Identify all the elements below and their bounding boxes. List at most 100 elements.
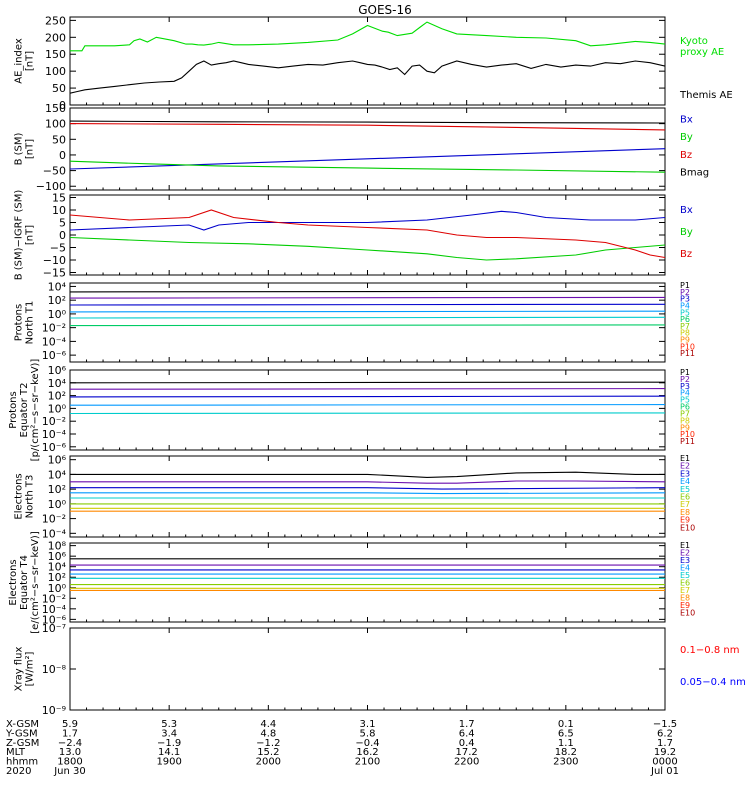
- series-line-by: [70, 236, 665, 261]
- series-line-e3: [70, 487, 665, 490]
- legend-entry: Bx: [680, 114, 693, 125]
- y-tick-label: 10⁻²: [42, 322, 66, 335]
- legend-entry: E10: [680, 523, 695, 532]
- series-line-p2: [70, 388, 665, 390]
- x-row-value: −2.4: [58, 738, 82, 749]
- x-row-value: Jul 01: [650, 766, 679, 777]
- y-tick-label: 10⁻²: [42, 415, 66, 428]
- y-axis-label-line: [nT]: [25, 139, 36, 159]
- series-line-p5: [70, 412, 665, 415]
- series-line-p5: [70, 316, 665, 319]
- panel-plot-area: [70, 381, 665, 415]
- y-tick-label: 150: [45, 102, 66, 115]
- legend-entry: Kyoto: [680, 36, 708, 47]
- y-tick-label: 50: [52, 133, 66, 146]
- panel-xray: 10⁻⁷ 10⁻⁸ 10⁻⁹ Xray flux[W/m²] 0.1−0.8 nm 0.0…: [14, 622, 746, 717]
- y-tick-label: 10⁻²: [42, 513, 66, 526]
- series-line-bmag: [70, 120, 665, 124]
- y-tick-label: 50: [52, 82, 66, 95]
- y-tick-label: 10⁶: [48, 550, 67, 563]
- legend-entry: P6: [680, 315, 690, 324]
- y-axis-label-line: Electrons: [8, 559, 19, 605]
- y-tick-label: 10⁻⁸: [42, 663, 67, 676]
- series-line-bz: [70, 209, 665, 259]
- y-axis-label: AE_index[nT]: [14, 38, 36, 84]
- x-row-value: −1.9: [157, 738, 181, 749]
- y-tick-label: 10⁴: [48, 468, 67, 481]
- series-line-by: [70, 160, 665, 173]
- y-axis-label-line: [nT]: [25, 51, 36, 71]
- y-tick-label: 10⁴: [48, 280, 67, 293]
- x-row-value: 6.5: [558, 728, 574, 739]
- legend-entry: P5: [680, 396, 690, 405]
- x-row-value: 2200: [454, 757, 479, 768]
- y-tick-label: 15: [52, 192, 66, 205]
- x-row-value: 15.2: [257, 747, 279, 758]
- y-axis-label: B (SM)[nT]: [14, 132, 36, 165]
- x-row-value: 2300: [553, 757, 578, 768]
- x-row-label: X-GSM: [6, 719, 39, 730]
- y-tick-label: 10⁶: [48, 364, 67, 377]
- y-tick-label: 200: [45, 31, 66, 44]
- y-axis-label: ProtonsNorth T1: [14, 301, 36, 345]
- y-axis-label-line: Equator T2: [19, 383, 30, 438]
- x-row-value: 2000: [256, 757, 281, 768]
- x-row-value: 3.1: [360, 719, 376, 730]
- panel-plot-area: [70, 21, 665, 94]
- panel-frame: [69, 455, 666, 538]
- panel-plot-area: [70, 120, 665, 173]
- y-tick-label: 10⁰: [48, 308, 67, 321]
- legend-entry: P10: [680, 430, 695, 439]
- x-row-value: 6.4: [459, 728, 475, 739]
- chart-title: GOES-16: [358, 3, 412, 17]
- panel-plot-area: [70, 209, 665, 261]
- series-line-p1: [70, 381, 665, 384]
- legend-entry: proxy AE: [680, 47, 724, 58]
- y-tick-label: 0: [59, 99, 66, 112]
- legend-entry: 0.1−0.8 nm: [680, 645, 739, 656]
- panel-plot-area: [70, 290, 665, 327]
- x-row-value: 17.2: [456, 747, 478, 758]
- x-row-value: 1800: [57, 757, 82, 768]
- y-tick-label: −100: [36, 180, 66, 193]
- x-row-value: 1.7: [459, 719, 475, 730]
- legend-entry: P1: [680, 368, 690, 377]
- x-row-value: 16.2: [356, 747, 378, 758]
- y-axis-label: ElectronsEquator T4[e/(cm²−s−sr−keV)]: [8, 531, 41, 634]
- y-axis-label-line: North T3: [25, 475, 36, 519]
- y-tick-label: 10⁻⁴: [42, 603, 67, 616]
- x-row-label: Y-GSM: [5, 728, 38, 739]
- legend-entry: E6: [680, 493, 690, 502]
- y-tick-label: 10⁶: [48, 454, 67, 467]
- y-tick-label: 10⁻⁶: [42, 613, 67, 626]
- x-row-value: 4.4: [260, 719, 276, 730]
- y-tick-label: 0: [59, 229, 66, 242]
- series-line-p4: [70, 310, 665, 313]
- legend-entry: Bz: [680, 150, 692, 161]
- y-tick-label: −5: [50, 242, 66, 255]
- series-line-e4: [70, 492, 665, 495]
- y-tick-label: 10⁻⁶: [42, 349, 67, 362]
- legend-entry: 0.05−0.4 nm: [680, 677, 746, 688]
- y-axis-label-line: Protons: [8, 391, 19, 428]
- legend-entry: P2: [680, 375, 690, 384]
- y-tick-label: 10⁰: [48, 582, 67, 595]
- legend-entry: P2: [680, 288, 690, 297]
- legend-entry: E7: [680, 500, 690, 509]
- series-line-p2: [70, 296, 665, 299]
- y-axis-label-line: North T1: [25, 301, 36, 345]
- y-axis-label-line: [nT]: [25, 225, 36, 245]
- x-row-value: 4.8: [260, 728, 276, 739]
- y-axis-label-line: Protons: [14, 304, 25, 341]
- x-row-value: −1.2: [256, 738, 280, 749]
- x-row-label: Z-GSM: [6, 738, 39, 749]
- x-row-value: 6.2: [657, 728, 673, 739]
- x-row-value: 13.0: [59, 747, 81, 758]
- y-tick-label: 100: [45, 65, 66, 78]
- y-tick-label: 5: [59, 217, 66, 230]
- x-axis-table: X-GSM 5.9 5.3 4.4 3.1 1.7 0.1 −1.5 Y-GSM 1.7 3.4 4.…: [5, 719, 679, 777]
